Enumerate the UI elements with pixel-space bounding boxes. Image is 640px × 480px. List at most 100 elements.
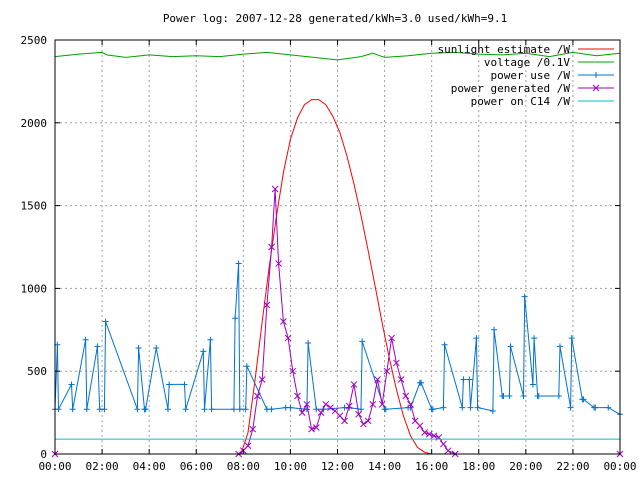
data-point <box>459 404 466 411</box>
data-point <box>521 293 528 300</box>
data-point <box>489 407 496 414</box>
data-point <box>268 243 275 251</box>
data-point <box>312 424 320 431</box>
data-point <box>393 359 400 367</box>
data-point <box>402 392 410 400</box>
data-point <box>359 338 366 345</box>
data-point <box>383 367 391 375</box>
data-point <box>232 315 239 322</box>
data-point <box>556 343 563 350</box>
data-point <box>258 376 266 383</box>
data-point <box>207 336 214 343</box>
data-point <box>303 400 311 408</box>
data-point <box>134 406 141 413</box>
data-point <box>430 432 438 440</box>
data-point <box>208 406 215 413</box>
data-point <box>388 334 395 342</box>
data-point <box>369 400 377 408</box>
x-tick-label: 00:00 <box>603 460 636 473</box>
data-point <box>567 404 574 411</box>
x-tick-label: 10:00 <box>274 460 307 473</box>
y-tick-label: 2500 <box>21 34 48 47</box>
data-point <box>531 335 538 342</box>
data-point <box>535 393 542 400</box>
data-point <box>68 381 75 388</box>
data-point <box>341 417 348 425</box>
x-tick-label: 20:00 <box>509 460 542 473</box>
data-point <box>500 393 507 400</box>
series-markers-power-generated-w <box>51 185 624 458</box>
data-point <box>421 429 428 436</box>
y-tick-label: 1500 <box>21 200 48 213</box>
data-point <box>69 406 76 413</box>
data-point <box>397 376 405 383</box>
chart-title: Power log: 2007-12-28 generated/kWh=3.0 … <box>163 12 507 25</box>
data-point <box>529 381 536 388</box>
data-point <box>271 185 279 193</box>
data-point <box>82 336 89 343</box>
data-point <box>268 406 275 413</box>
data-point <box>298 409 306 416</box>
data-point <box>230 406 237 413</box>
data-point <box>466 376 473 383</box>
legend-label: power on C14 /W <box>471 95 571 108</box>
data-point <box>275 260 282 267</box>
x-tick-label: 02:00 <box>86 460 119 473</box>
data-point <box>280 318 287 325</box>
data-point <box>418 379 425 386</box>
y-tick-label: 2000 <box>21 117 48 130</box>
data-point <box>592 404 599 411</box>
x-tick-label: 00:00 <box>38 460 71 473</box>
data-point <box>102 318 109 325</box>
data-point <box>507 343 514 350</box>
data-point <box>244 442 252 450</box>
legend-marker <box>593 72 599 78</box>
legend-label: power generated /W <box>451 82 571 95</box>
data-point <box>460 376 467 383</box>
data-point <box>407 400 414 408</box>
data-point <box>287 404 294 411</box>
data-point <box>555 393 562 400</box>
data-point <box>364 417 372 425</box>
data-point <box>474 404 481 411</box>
data-point <box>135 345 142 352</box>
data-point <box>378 400 386 408</box>
data-point <box>360 420 367 428</box>
data-point <box>382 406 389 413</box>
data-point <box>142 406 149 413</box>
data-point <box>153 345 160 352</box>
data-point <box>166 381 173 388</box>
x-tick-label: 22:00 <box>556 460 589 473</box>
data-point <box>308 425 315 433</box>
x-tick-label: 06:00 <box>180 460 213 473</box>
series-line-sunlight-estimate-w <box>55 99 620 455</box>
data-point <box>294 392 301 400</box>
data-point <box>101 406 108 413</box>
data-point <box>374 376 381 383</box>
data-point <box>165 406 171 413</box>
data-point <box>303 406 310 413</box>
data-point <box>506 393 513 400</box>
x-tick-label: 04:00 <box>133 460 166 473</box>
data-point <box>491 326 498 333</box>
data-point <box>467 404 474 411</box>
data-point <box>473 335 480 342</box>
y-tick-label: 500 <box>27 365 47 378</box>
data-point <box>284 334 292 342</box>
data-point <box>242 406 249 413</box>
data-point <box>440 440 447 448</box>
data-point <box>322 400 330 408</box>
x-tick-label: 16:00 <box>415 460 448 473</box>
data-point <box>317 409 325 416</box>
data-point <box>200 348 207 355</box>
data-point <box>429 406 436 413</box>
data-point <box>441 341 448 348</box>
axes: 0 500 1000 1500 2000 2500 00:00 02:00 04:00 06:00… <box>21 34 637 473</box>
data-point <box>355 410 363 418</box>
data-point <box>55 406 62 413</box>
data-point <box>327 404 334 411</box>
data-point <box>181 381 188 388</box>
data-point <box>416 422 424 430</box>
y-tick-label: 1000 <box>21 282 48 295</box>
